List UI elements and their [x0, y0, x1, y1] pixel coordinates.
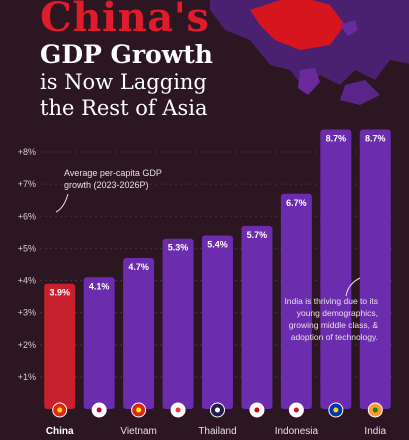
- bar-japan: [83, 277, 115, 409]
- x-category-label: Vietnam: [120, 426, 157, 437]
- data-label: 5.4%: [207, 240, 228, 250]
- annotation-average-label: Average per-capita GDP: [64, 168, 162, 178]
- data-label: 4.1%: [89, 281, 110, 291]
- bar-india: [359, 129, 391, 409]
- bar-singapore: [162, 238, 194, 409]
- data-label: 5.7%: [247, 230, 268, 240]
- y-tick-label: +8%: [18, 147, 36, 157]
- x-category-label: India: [364, 426, 386, 437]
- bar-vietnam: [123, 258, 155, 409]
- bar-philippines: [320, 129, 352, 409]
- indonesia-flag-emblem: [293, 407, 299, 413]
- thailand-flag-emblem: [215, 407, 220, 413]
- data-label: 8.7%: [326, 134, 347, 144]
- title-line2: GDP Growth: [40, 40, 213, 69]
- x-category-label: Indonesia: [275, 426, 319, 437]
- title-line3: is Now Lagging: [40, 70, 207, 94]
- y-tick-label: +6%: [18, 211, 36, 221]
- asia-map-illustration: [210, 0, 409, 105]
- data-label: 3.9%: [49, 288, 70, 298]
- annotation-india-note: adoption of technology.: [291, 332, 378, 342]
- title-line1: China's: [40, 0, 210, 41]
- data-label: 4.7%: [128, 262, 149, 272]
- bar-china: [44, 283, 76, 409]
- x-category-label: China: [46, 426, 74, 437]
- bar-malaysia: [241, 225, 273, 409]
- bar-thailand: [202, 235, 233, 409]
- malaysia-flag-emblem: [254, 407, 260, 413]
- bar-indonesia: [280, 193, 312, 409]
- annotation-arrow: [345, 277, 361, 297]
- annotation-arrow: [55, 193, 69, 213]
- annotation-average-label: growth (2023-2026P): [64, 180, 149, 190]
- annotation-india-note: India is thriving due to its: [284, 296, 378, 306]
- x-category-label: Thailand: [198, 426, 236, 437]
- data-label: 5.3%: [168, 243, 189, 253]
- y-tick-label: +5%: [18, 243, 36, 253]
- annotation-india-note: growing middle class, &: [289, 320, 379, 330]
- singapore-flag-emblem: [175, 407, 181, 413]
- china-flag-emblem: [57, 407, 63, 413]
- data-label: 6.7%: [286, 198, 307, 208]
- y-tick-label: +2%: [18, 340, 36, 350]
- y-tick-label: +1%: [18, 372, 36, 382]
- india-flag-emblem: [372, 407, 378, 413]
- title-line4: the Rest of Asia: [40, 96, 208, 120]
- japan-flag-emblem: [96, 407, 102, 413]
- annotation-india-note: young demographics,: [297, 308, 378, 318]
- y-tick-label: +4%: [18, 276, 36, 286]
- philippines-flag-emblem: [333, 407, 339, 413]
- y-tick-label: +7%: [18, 179, 36, 189]
- vietnam-flag-emblem: [136, 407, 142, 413]
- data-label: 8.7%: [365, 134, 386, 144]
- china-map-highlight: [250, 0, 345, 50]
- y-tick-label: +3%: [18, 308, 36, 318]
